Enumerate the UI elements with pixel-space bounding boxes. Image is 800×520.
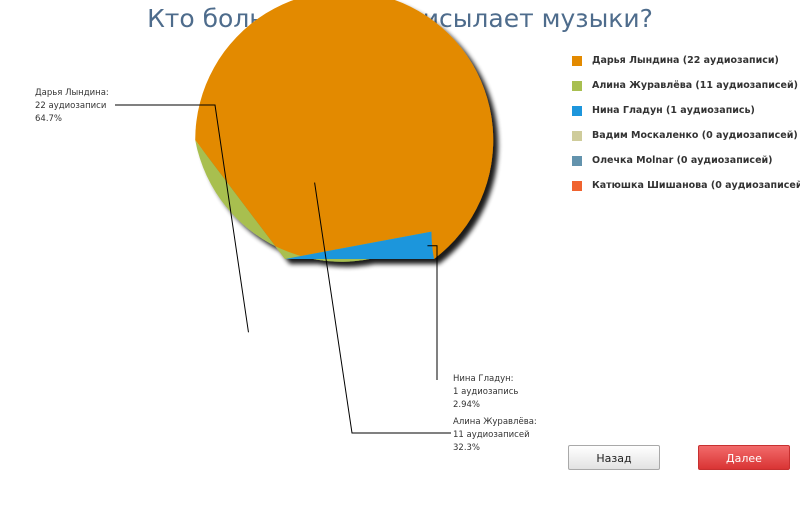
leader-line <box>115 104 249 333</box>
pie-slice[interactable] <box>195 0 494 259</box>
legend-item[interactable]: Нина Гладун (1 аудиозапись) <box>572 105 800 130</box>
back-button[interactable]: Назад <box>568 445 660 470</box>
legend-swatch <box>572 131 582 141</box>
leader-line <box>314 182 451 434</box>
legend: Дарья Лындина (22 аудиозаписи) Алина Жур… <box>572 55 800 205</box>
pie-slice[interactable] <box>285 231 434 259</box>
legend-item[interactable]: Алина Журавлёва (11 аудиозаписей) <box>572 80 800 105</box>
slice-data-label: Алина Журавлёва: 11 аудиозаписей 32.3% <box>453 417 537 453</box>
pie-slice[interactable] <box>195 140 432 262</box>
legend-label: Вадим Москаленко (0 аудиозаписей) <box>592 130 798 141</box>
legend-item[interactable]: Катюшка Шишанова (0 аудиозаписей) <box>572 180 800 205</box>
legend-swatch <box>572 181 582 191</box>
legend-item[interactable]: Олечка Molnar (0 аудиозаписей) <box>572 155 800 180</box>
legend-swatch <box>572 106 582 116</box>
legend-label: Олечка Molnar (0 аудиозаписей) <box>592 155 773 166</box>
slice-data-label: Дарья Лындина: 22 аудиозаписи 64.7% <box>35 88 109 124</box>
legend-item[interactable]: Вадим Москаленко (0 аудиозаписей) <box>572 130 800 155</box>
slice-data-label: Нина Гладун: 1 аудиозапись 2.94% <box>453 374 518 410</box>
legend-swatch <box>572 81 582 91</box>
next-button[interactable]: Далее <box>698 445 790 470</box>
legend-swatch <box>572 156 582 166</box>
legend-label: Катюшка Шишанова (0 аудиозаписей) <box>592 180 800 191</box>
legend-label: Дарья Лындина (22 аудиозаписи) <box>592 55 779 66</box>
legend-label: Алина Журавлёва (11 аудиозаписей) <box>592 80 798 91</box>
legend-swatch <box>572 56 582 66</box>
legend-item[interactable]: Дарья Лындина (22 аудиозаписи) <box>572 55 800 80</box>
legend-label: Нина Гладун (1 аудиозапись) <box>592 105 755 116</box>
leader-line <box>427 245 438 380</box>
